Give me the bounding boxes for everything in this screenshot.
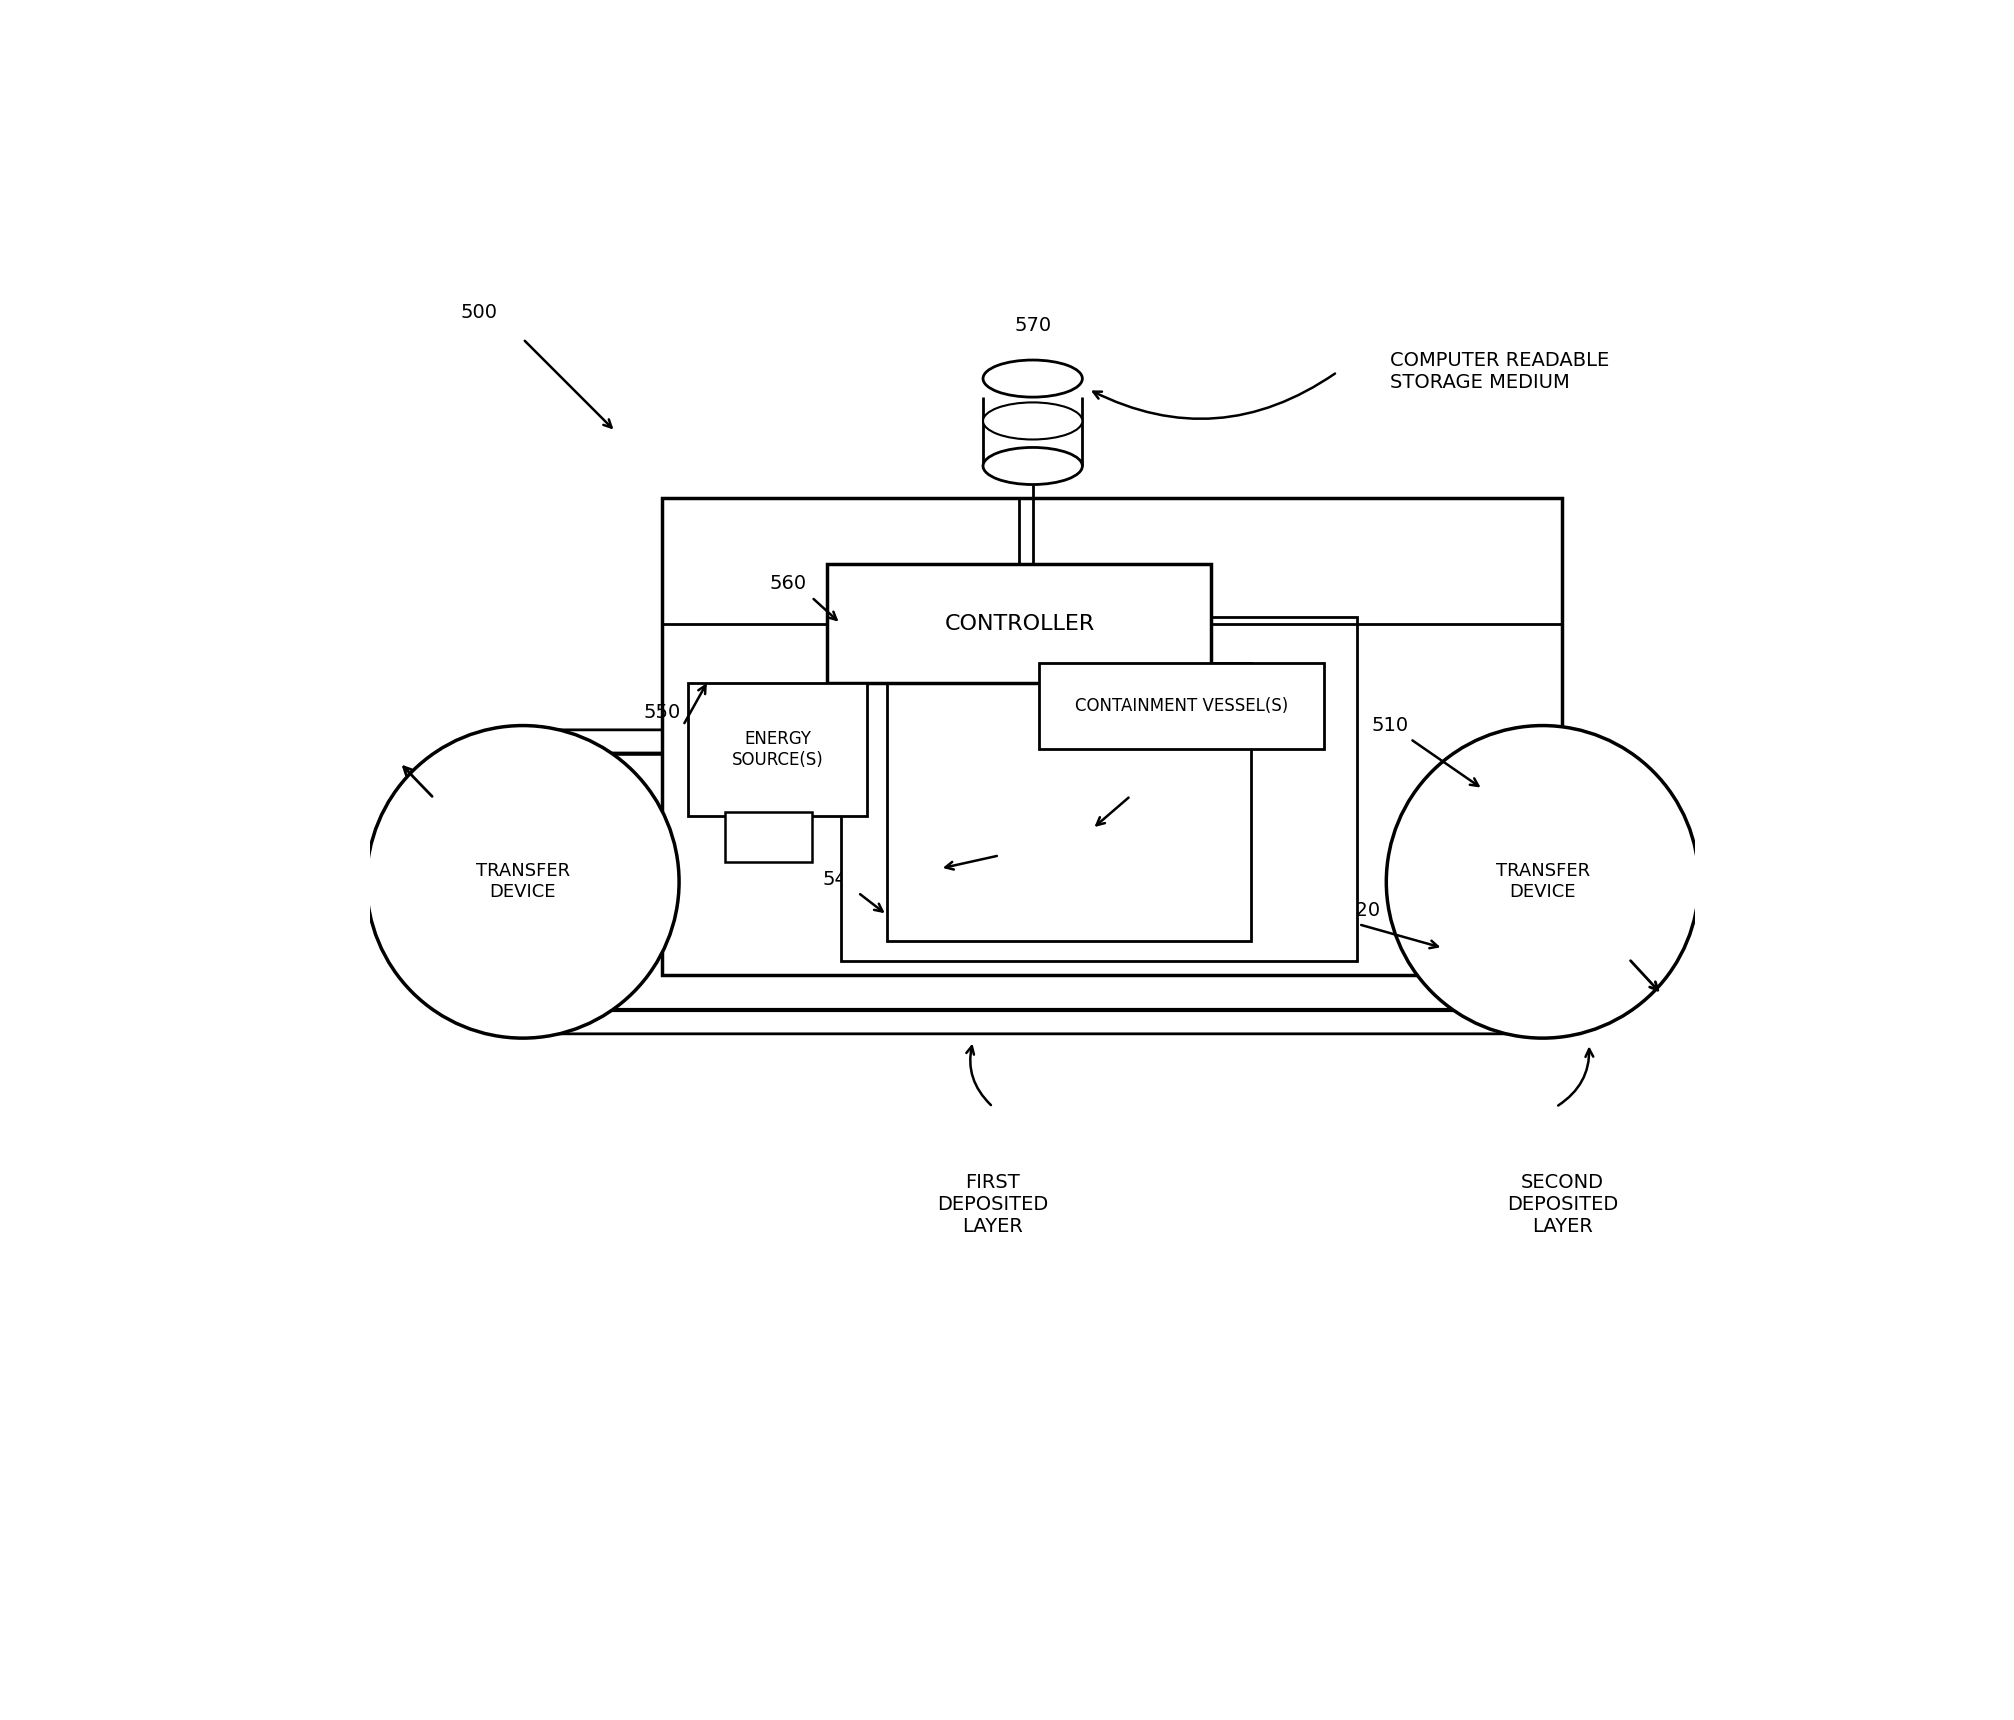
Text: VACUUM CHAMBER: VACUUM CHAMBER: [1071, 846, 1233, 865]
Text: SECOND
DEPOSITED
LAYER: SECOND DEPOSITED LAYER: [1506, 1173, 1617, 1237]
Bar: [661, 497, 1561, 975]
Text: TRANSFER
DEVICE: TRANSFER DEVICE: [475, 862, 570, 901]
Ellipse shape: [983, 359, 1082, 397]
Text: 520: 520: [1343, 901, 1380, 920]
Text: 530: 530: [1188, 819, 1225, 838]
Bar: [1039, 664, 1323, 750]
Bar: [886, 664, 1251, 941]
Text: TRANSFER
DEVICE: TRANSFER DEVICE: [1494, 862, 1589, 901]
Circle shape: [1386, 726, 1698, 1039]
Text: WORK
PIECE: WORK PIECE: [1138, 783, 1190, 822]
Text: FIRST
DEPOSITED
LAYER: FIRST DEPOSITED LAYER: [937, 1173, 1047, 1237]
Bar: [689, 683, 866, 815]
Text: 560: 560: [769, 574, 806, 593]
Circle shape: [367, 726, 679, 1039]
Text: CONTROLLER: CONTROLLER: [945, 614, 1094, 633]
Text: CONTAINMENT VESSEL(S): CONTAINMENT VESSEL(S): [1075, 697, 1287, 716]
Text: 540: 540: [822, 870, 858, 889]
Text: ENERGY
SOURCE(S): ENERGY SOURCE(S): [731, 729, 824, 769]
Bar: [840, 617, 1357, 961]
Ellipse shape: [983, 402, 1082, 440]
Text: 510: 510: [1372, 716, 1408, 734]
Text: 570: 570: [1013, 316, 1051, 335]
Bar: [828, 564, 1210, 683]
Bar: [725, 812, 812, 862]
Ellipse shape: [983, 447, 1082, 485]
Text: COMPUTER READABLE
STORAGE MEDIUM: COMPUTER READABLE STORAGE MEDIUM: [1390, 351, 1609, 392]
Text: 500: 500: [461, 303, 497, 322]
Text: 550: 550: [642, 703, 681, 722]
Text: 520: 520: [731, 796, 767, 815]
